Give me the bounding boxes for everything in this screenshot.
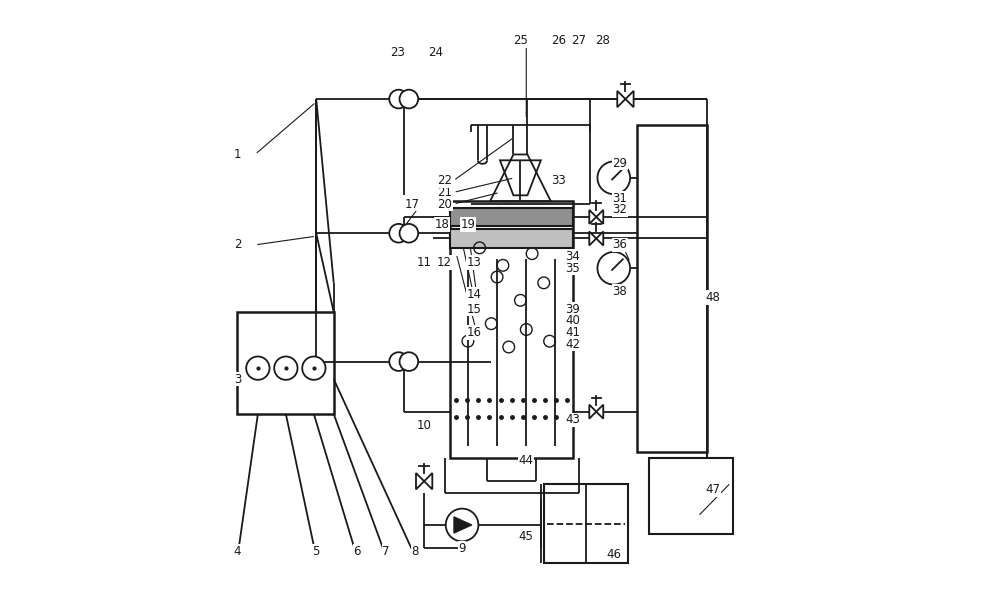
Text: 2: 2 bbox=[234, 239, 241, 252]
Text: 15: 15 bbox=[466, 303, 481, 316]
Text: 16: 16 bbox=[466, 326, 481, 339]
Text: 41: 41 bbox=[565, 326, 580, 339]
Polygon shape bbox=[589, 405, 596, 419]
Polygon shape bbox=[596, 210, 603, 224]
Text: 3: 3 bbox=[234, 373, 241, 386]
Bar bbox=[649, 458, 733, 534]
Text: 38: 38 bbox=[612, 285, 627, 298]
Text: 31: 31 bbox=[612, 192, 627, 205]
Text: 28: 28 bbox=[595, 34, 610, 47]
Text: 32: 32 bbox=[612, 203, 627, 216]
Text: 18: 18 bbox=[434, 218, 449, 231]
Text: 29: 29 bbox=[612, 157, 627, 170]
Circle shape bbox=[400, 90, 418, 108]
Circle shape bbox=[597, 161, 630, 194]
Text: 12: 12 bbox=[437, 256, 452, 269]
Polygon shape bbox=[617, 91, 625, 107]
Text: 21: 21 bbox=[437, 186, 452, 199]
Circle shape bbox=[389, 352, 408, 371]
Text: 4: 4 bbox=[234, 545, 241, 558]
Text: 43: 43 bbox=[565, 413, 580, 426]
Polygon shape bbox=[589, 231, 596, 246]
Text: 5: 5 bbox=[313, 545, 320, 558]
Text: 23: 23 bbox=[390, 46, 405, 59]
Text: 13: 13 bbox=[466, 256, 481, 269]
Text: 34: 34 bbox=[565, 250, 580, 263]
Polygon shape bbox=[589, 210, 596, 224]
Bar bbox=[237, 312, 334, 414]
Circle shape bbox=[597, 252, 630, 284]
Text: 45: 45 bbox=[519, 530, 534, 543]
Text: 9: 9 bbox=[458, 542, 466, 555]
Text: 39: 39 bbox=[565, 303, 580, 316]
Text: 7: 7 bbox=[382, 545, 390, 558]
Polygon shape bbox=[424, 473, 432, 489]
Text: 47: 47 bbox=[705, 484, 720, 497]
Circle shape bbox=[389, 224, 408, 243]
Bar bbox=[637, 125, 707, 452]
Circle shape bbox=[446, 509, 478, 541]
Bar bbox=[450, 207, 573, 226]
Text: 14: 14 bbox=[466, 288, 481, 301]
Text: 26: 26 bbox=[551, 34, 566, 47]
Text: 48: 48 bbox=[706, 291, 720, 304]
Text: 33: 33 bbox=[551, 174, 566, 187]
Polygon shape bbox=[596, 231, 603, 246]
Text: 40: 40 bbox=[565, 315, 580, 327]
Bar bbox=[450, 201, 573, 458]
Text: 46: 46 bbox=[606, 548, 621, 561]
Text: 24: 24 bbox=[428, 46, 443, 59]
Text: 19: 19 bbox=[460, 218, 475, 231]
Text: 17: 17 bbox=[405, 197, 420, 210]
Text: 11: 11 bbox=[417, 256, 432, 269]
Bar bbox=[450, 229, 573, 248]
Circle shape bbox=[274, 356, 298, 380]
Text: 20: 20 bbox=[437, 197, 452, 210]
Bar bbox=[544, 484, 628, 563]
Text: 27: 27 bbox=[571, 34, 586, 47]
Text: 6: 6 bbox=[353, 545, 361, 558]
Circle shape bbox=[400, 224, 418, 243]
Circle shape bbox=[246, 356, 270, 380]
Text: 42: 42 bbox=[565, 337, 580, 350]
Circle shape bbox=[389, 90, 408, 108]
Text: 36: 36 bbox=[612, 239, 627, 252]
Polygon shape bbox=[416, 473, 424, 489]
Circle shape bbox=[400, 352, 418, 371]
Text: 44: 44 bbox=[519, 454, 534, 467]
Circle shape bbox=[302, 356, 326, 380]
Text: 8: 8 bbox=[412, 545, 419, 558]
Polygon shape bbox=[625, 91, 634, 107]
Text: 25: 25 bbox=[513, 34, 528, 47]
Polygon shape bbox=[454, 517, 472, 533]
Text: 10: 10 bbox=[417, 419, 432, 432]
Text: 1: 1 bbox=[234, 148, 241, 161]
Polygon shape bbox=[596, 405, 603, 419]
Text: 22: 22 bbox=[437, 174, 452, 187]
Text: 35: 35 bbox=[566, 262, 580, 274]
